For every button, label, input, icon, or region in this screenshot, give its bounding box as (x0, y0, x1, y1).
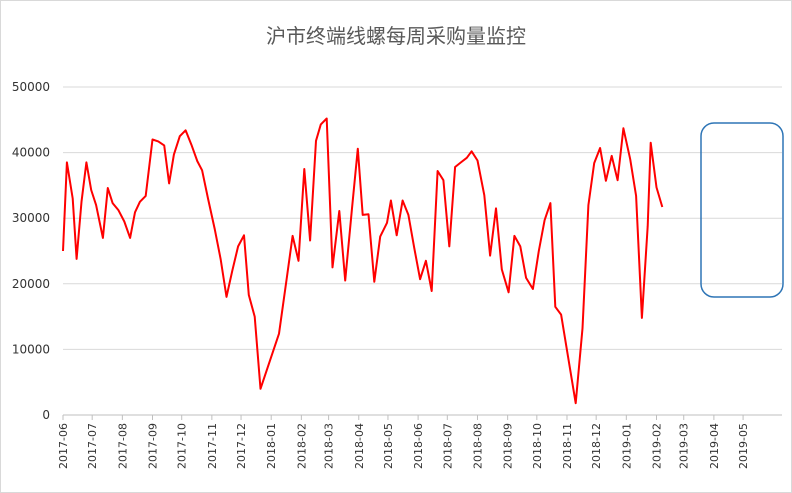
x-tick-label: 2018-10 (531, 423, 544, 469)
y-tick-label: 20000 (12, 277, 50, 291)
x-tick-label: 2018-11 (561, 423, 574, 469)
x-tick-label: 2018-04 (353, 423, 366, 469)
series-layer (62, 117, 664, 405)
highlight-box (700, 122, 784, 298)
x-tick-label: 2017-08 (116, 423, 129, 469)
y-tick-label: 30000 (12, 211, 50, 225)
x-axis: 2017-06 2017-07 2017-08 2017-09 2017-10 2017-… (57, 414, 782, 469)
x-tick-label: 2019-01 (620, 423, 633, 469)
x-tick-label: 2017-11 (206, 423, 219, 469)
x-tick-label: 2017-10 (176, 423, 189, 469)
x-tick-label: 2018-09 (502, 423, 515, 469)
y-axis: 0 10000 20000 30000 40000 50000 (12, 80, 50, 422)
x-tick-label: 2018-05 (382, 423, 395, 469)
x-tick-label: 2018-06 (412, 423, 425, 469)
x-tick-label: 2019-04 (708, 423, 721, 469)
x-tick-label: 2018-08 (471, 423, 484, 469)
y-tick-label: 10000 (12, 342, 50, 356)
x-tick-label: 2019-05 (737, 423, 750, 469)
x-tick-label: 2019-03 (678, 423, 691, 469)
x-tick-label: 2018-03 (323, 423, 336, 469)
x-tick-label: 2017-09 (147, 423, 160, 469)
x-tick-label: 2017-06 (57, 423, 70, 469)
x-tick-label: 2019-02 (650, 423, 663, 469)
y-tick-label: 50000 (12, 80, 50, 94)
x-tick-label: 2017-07 (86, 423, 99, 469)
y-tick-label: 0 (42, 408, 50, 422)
gridlines (63, 86, 782, 350)
annotation-layer (700, 122, 784, 298)
x-tick-label: 2018-07 (441, 423, 454, 469)
y-tick-label: 40000 (12, 146, 50, 160)
x-tick-label: 2017-12 (235, 423, 248, 469)
x-tick-label: 2018-02 (295, 423, 308, 469)
chart-title: 沪市终端线螺每周采购量监控 (266, 24, 526, 48)
x-tick-label: 2018-01 (265, 423, 278, 469)
series-line (62, 117, 664, 405)
x-tick-label: 2018-12 (590, 423, 603, 469)
